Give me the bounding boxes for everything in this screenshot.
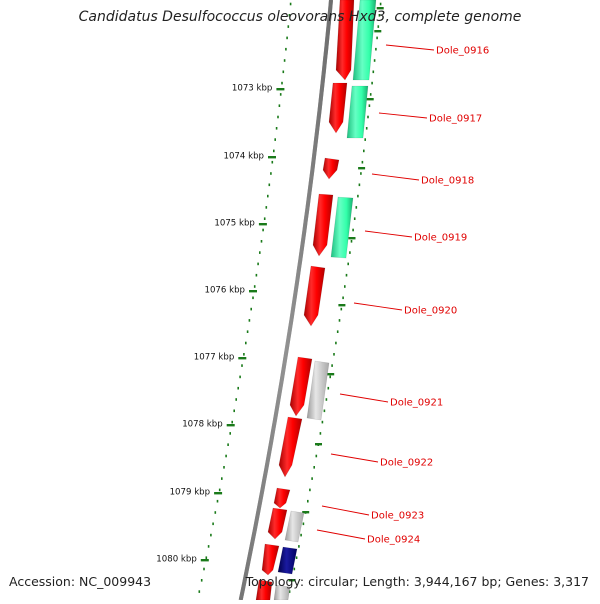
gene-box [352, 0, 377, 81]
kbp-tick-label: 1080 kbp [156, 555, 197, 565]
kbp-tick-mark [258, 223, 267, 226]
gene-label: Dole_0918 [421, 176, 474, 187]
gene-box [277, 546, 298, 575]
outer-tick-mark [302, 511, 310, 514]
gene-leader-line [378, 112, 428, 119]
gene-arrow [322, 157, 340, 180]
kbp-tick-mark [268, 156, 276, 159]
kbp-tick-mark [226, 424, 235, 427]
outer-tick-mark [358, 167, 366, 170]
kbp-tick-mark [238, 357, 247, 360]
gene-arrow [273, 487, 291, 509]
gene-leader-line [321, 505, 370, 516]
outer-tick-mark [338, 304, 346, 307]
kbp-tick-mark [276, 88, 285, 91]
gene-leader-line [339, 393, 389, 403]
gene-arrow [303, 265, 326, 327]
gene-box [306, 360, 330, 421]
gene-label: Dole_0924 [367, 535, 420, 546]
gene-box [284, 510, 305, 543]
kbp-tick-label: 1078 kbp [182, 420, 223, 430]
outer-scale-ring [288, 2, 382, 593]
inner-scale-ring [198, 2, 292, 593]
gene-label: Dole_0919 [414, 233, 467, 244]
gene-label: Dole_0922 [380, 458, 433, 469]
kbp-tick-mark [200, 559, 209, 562]
gene-leader-line [330, 453, 379, 463]
outer-tick-mark [366, 98, 374, 101]
gene-box [346, 85, 369, 139]
kbp-tick-label: 1077 kbp [194, 353, 235, 363]
gene-arrow [328, 82, 348, 134]
gene-arrow [335, 0, 355, 81]
gene-leader-line [316, 529, 366, 540]
tick-layer: 1073 kbp 1074 kbp 1075 kbp 1076 kbp 1077 kbp… [156, 2, 384, 593]
gene-layer [255, 0, 377, 601]
kbp-tick-label: 1075 kbp [214, 219, 255, 229]
outer-tick-mark [348, 237, 356, 240]
kbp-tick-label: 1079 kbp [170, 488, 211, 498]
kbp-tick-label: 1076 kbp [205, 286, 246, 296]
accession-text: Accession: NC_009943 [9, 574, 152, 589]
gene-arrow [261, 543, 280, 576]
backbone-layer [238, 0, 333, 601]
gene-label: Dole_0920 [404, 306, 457, 317]
gene-box [330, 196, 354, 259]
outer-tick-mark [327, 373, 335, 376]
kbp-tick-label: 1074 kbp [224, 152, 265, 162]
gene-arrow [312, 193, 334, 257]
gene-leader-line [353, 302, 403, 311]
genome-summary-text: Topology: circular; Length: 3,944,167 bp… [245, 574, 589, 589]
outer-tick-mark [376, 7, 384, 10]
kbp-tick-mark [214, 492, 223, 495]
gene-label: Dole_0917 [429, 114, 482, 125]
gene-arrow [267, 507, 288, 540]
gene-arrow [289, 356, 313, 417]
gene-label: Dole_0921 [390, 398, 443, 409]
kbp-tick-mark [249, 290, 257, 293]
outer-tick-mark [374, 30, 382, 33]
gene-label: Dole_0916 [436, 46, 489, 57]
gene-label: Dole_0923 [371, 511, 424, 522]
gene-leader-line [385, 44, 435, 51]
outer-tick-mark [288, 579, 296, 582]
gene-arrow [278, 416, 303, 478]
kbp-tick-label: 1073 kbp [232, 84, 273, 94]
gene-leader-line [364, 230, 413, 238]
outer-tick-mark [315, 443, 322, 446]
gene-leader-line [371, 173, 420, 181]
label-layer: Dole_0916 Dole_0917 Dole_0918 Dole_0919 Dole… [316, 44, 489, 546]
